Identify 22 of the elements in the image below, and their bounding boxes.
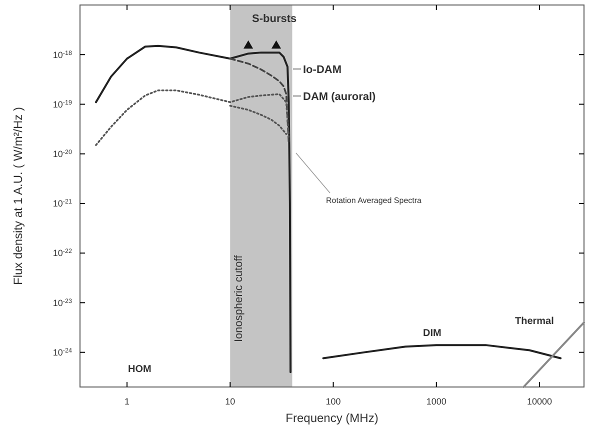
y-tick-label: 10$^{-24}$: [52, 346, 72, 358]
annotation: Thermal: [515, 316, 554, 327]
y-tick-label: 10$^{-21}$: [52, 198, 72, 209]
x-tick-label: 10: [225, 396, 236, 406]
annotation: HOM: [128, 364, 152, 375]
y-tick-label: 10$^{-20}$: [52, 148, 72, 159]
annotation: DIM: [423, 328, 442, 339]
annotation: DAM (auroral): [303, 91, 376, 103]
x-tick-label: 1: [124, 396, 130, 406]
y-tick-label: 10$^{-22}$: [52, 248, 72, 258]
x-tick-label: 10000: [527, 396, 552, 406]
annotation: S-bursts: [252, 13, 297, 25]
x-axis-title: Frequency (MHz): [286, 411, 378, 425]
y-tick-label: 10$^{-19}$: [52, 98, 72, 110]
annotation: Rotation Averaged Spectra: [326, 196, 422, 205]
band-label: Ionospheric cutoff: [233, 254, 246, 342]
y-tick-label: 10$^{-23}$: [52, 297, 72, 308]
x-tick-label: 100: [326, 396, 341, 406]
x-tick-label: 1000: [426, 396, 446, 406]
y-axis-title: Flux density at 1 A.U. ( W/m²/Hz ): [11, 106, 25, 286]
y-tick-label: 10$^{-18}$: [52, 49, 72, 60]
annotation: Io-DAM: [303, 64, 342, 76]
